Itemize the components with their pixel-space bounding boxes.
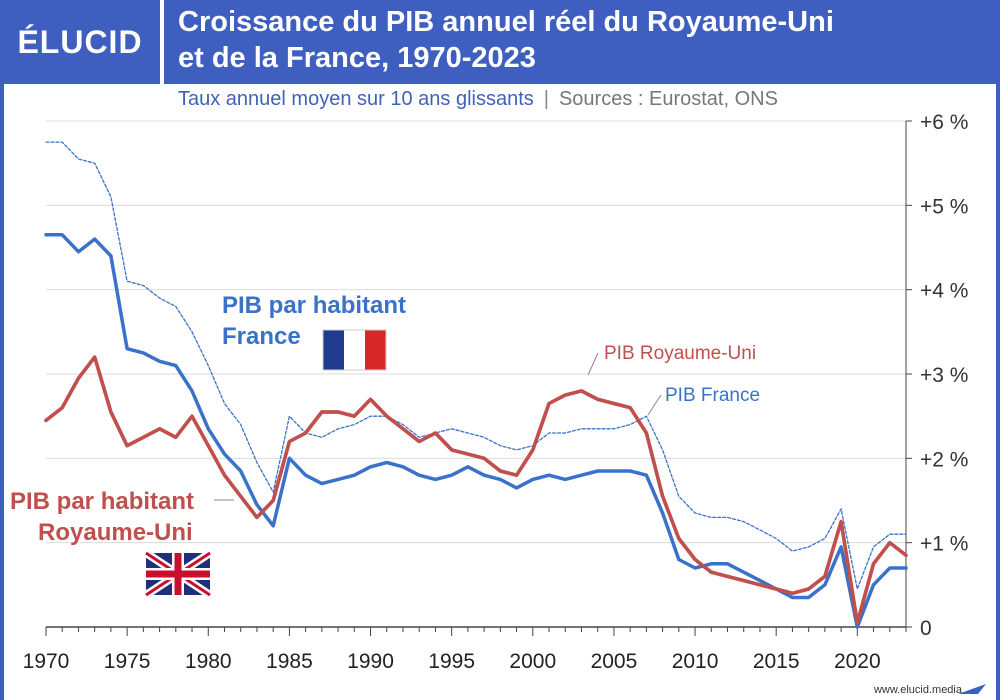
subtitle-separator: | (543, 88, 549, 110)
chart-title: Croissance du PIB annuel réel du Royaume… (178, 4, 988, 76)
x-tick-label: 2015 (753, 650, 800, 673)
header-bar (0, 0, 1000, 84)
x-tick-label: 2005 (591, 650, 638, 673)
series-lines (44, 141, 908, 629)
subtitle-sources: Sources : Eurostat, ONS (558, 88, 778, 110)
left-border (0, 84, 4, 700)
label-fr-per-capita-2: France (222, 323, 301, 350)
x-tick-label: 1990 (347, 650, 394, 673)
y-tick-label: +1 % (920, 533, 968, 556)
label-uk-per-capita-2: Royaume-Uni (38, 519, 193, 546)
y-tick-label: +4 % (920, 280, 968, 303)
france-flag-icon (322, 329, 387, 371)
x-tick-label: 1980 (185, 650, 232, 673)
y-tick-label: 0 (920, 617, 932, 640)
y-tick-label: +6 % (920, 111, 968, 134)
label-fr-per-capita-1: PIB par habitant (222, 292, 406, 319)
header-divider (160, 0, 164, 84)
y-tick-label: +2 % (920, 448, 968, 471)
x-tick-label: 1975 (104, 650, 151, 673)
elucid-mark-icon (958, 684, 986, 694)
y-tick-label: +3 % (920, 364, 968, 387)
label-fr-total: PIB France (665, 385, 760, 406)
x-tick-label: 2020 (834, 650, 881, 673)
x-tick-label: 1995 (428, 650, 475, 673)
x-axis-ticks: 1970 1975 1980 1985 1990 1995 2000 2005 2010 2015… (23, 627, 907, 673)
x-tick-label: 2010 (672, 650, 719, 673)
footer-site: www.elucid.media (873, 684, 962, 696)
x-tick-label: 2000 (509, 650, 556, 673)
elucid-logo: ÉLUCID (0, 0, 160, 84)
uk-flag-icon (143, 549, 213, 599)
label-uk-per-capita-1: PIB par habitant (10, 488, 194, 515)
title-line-2: et de la France, 1970-2023 (178, 42, 536, 74)
logo-text: ÉLUCID (17, 23, 143, 60)
label-uk-total: PIB Royaume-Uni (604, 343, 756, 364)
series-pib-par-habitant-france (44, 233, 908, 629)
x-tick-label: 1970 (23, 650, 70, 673)
right-border (996, 84, 1000, 700)
grid-lines (46, 120, 912, 628)
leader-fr-total (647, 394, 662, 416)
chart-subtitle: Taux annuel moyen sur 10 ans glissants | S… (178, 88, 778, 111)
title-line-1: Croissance du PIB annuel réel du Royaume… (178, 6, 834, 38)
leader-uk-total (587, 352, 599, 376)
series-pib-royaume-uni (44, 355, 908, 625)
series-pib-france (45, 141, 907, 590)
subtitle-main: Taux annuel moyen sur 10 ans glissants (178, 88, 534, 110)
y-tick-label: +5 % (920, 195, 968, 218)
y-axis-ticks: 0 +1 % +2 % +3 % +4 % +5 % +6 % (920, 111, 968, 640)
x-tick-label: 1985 (266, 650, 313, 673)
